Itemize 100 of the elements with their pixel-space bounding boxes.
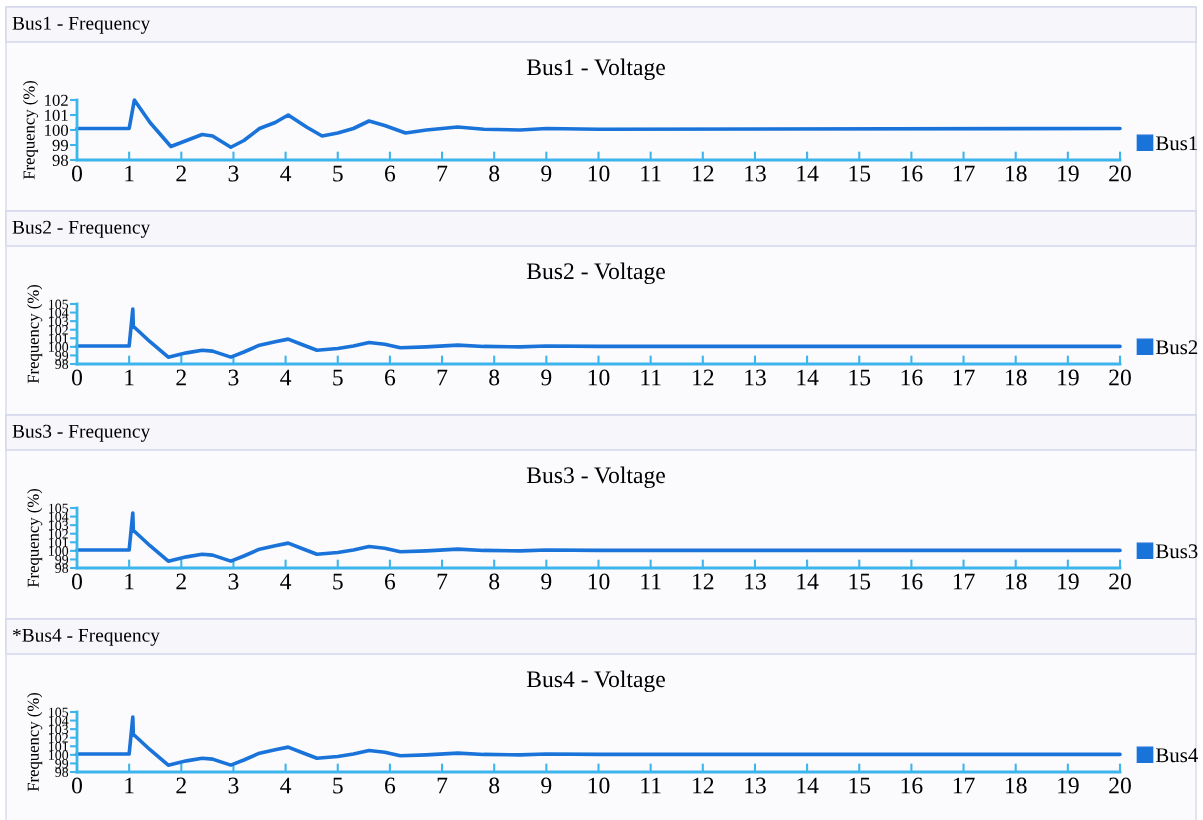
x-tick-label: 15 <box>849 573 871 590</box>
chart-title: Bus4 - Voltage <box>526 670 665 693</box>
x-tick-label: 9 <box>541 369 552 386</box>
y-axis-title: Frequency (%) <box>27 284 43 384</box>
x-tick-label: 4 <box>280 165 292 182</box>
y-tick-label: 100 <box>45 124 69 136</box>
x-tick-label: 12 <box>693 369 714 386</box>
y-axis-title: Frequency (%) <box>22 80 39 180</box>
chart-title: Bus2 - Voltage <box>526 262 665 285</box>
x-tick-label: 20 <box>1109 573 1131 590</box>
x-tick-label: 17 <box>953 369 975 386</box>
x-tick-label: 13 <box>745 777 766 794</box>
x-tick-label: 14 <box>797 573 819 590</box>
x-tick-label: 9 <box>541 777 552 794</box>
x-tick-label: 9 <box>541 573 552 590</box>
x-tick-label: 16 <box>901 369 923 386</box>
line-series <box>75 511 1122 563</box>
x-tick-label: 0 <box>72 573 82 590</box>
x-tick-label: 2 <box>176 777 186 794</box>
line-series <box>75 98 1122 150</box>
x-tick-label: 5 <box>333 369 343 386</box>
y-tick-label: 105 <box>49 299 69 309</box>
y-tick-label: 104 <box>49 308 69 318</box>
x-tick-label: 7 <box>437 369 448 386</box>
y-tick-label: 100 <box>49 546 69 556</box>
x-tick-label: 11 <box>641 165 661 182</box>
line-series <box>75 715 1122 767</box>
y-tick-label: 100 <box>49 750 69 760</box>
x-tick-label: 13 <box>745 165 766 182</box>
x-tick-label: 9 <box>541 165 552 182</box>
x-tick-label: 10 <box>588 165 610 182</box>
x-tick-label: 1 <box>125 165 134 182</box>
y-tick-label: 99 <box>52 139 68 151</box>
x-tick-label: 1 <box>125 369 134 386</box>
x-tick-label: 16 <box>901 777 923 794</box>
x-tick-label: 11 <box>641 369 661 386</box>
y-tick-label: 104 <box>49 716 69 726</box>
x-tick-label: 14 <box>797 165 819 182</box>
text: *Bus4 - Frequency <box>12 628 160 646</box>
legend-label: Bus1 <box>1156 136 1197 151</box>
x-tick-label: 20 <box>1109 369 1131 386</box>
x-tick-label: 16 <box>901 165 923 182</box>
x-tick-label: 4 <box>280 777 292 794</box>
y-tick-label: 98 <box>55 359 69 369</box>
y-tick-label: 105 <box>49 503 69 513</box>
y-tick-label: 103 <box>49 316 69 327</box>
x-tick-label: 3 <box>228 573 239 590</box>
y-tick-label: 101 <box>49 537 68 548</box>
x-tick-label: 12 <box>693 777 714 794</box>
chart-title: Bus3 - Voltage <box>526 466 665 489</box>
text: Bus3 - Frequency <box>12 424 151 442</box>
x-tick-label: 19 <box>1058 573 1079 590</box>
x-tick-label: 4 <box>280 573 292 590</box>
x-tick-label: 11 <box>641 573 661 590</box>
x-tick-label: 1 <box>125 573 134 590</box>
x-tick-label: 5 <box>333 573 343 590</box>
x-tick-label: 0 <box>72 777 82 794</box>
y-tick-label: 101 <box>49 741 68 752</box>
x-tick-label: 20 <box>1109 777 1131 794</box>
x-tick-label: 18 <box>1005 165 1027 182</box>
x-tick-label: 16 <box>901 573 923 590</box>
x-tick-label: 19 <box>1058 777 1079 794</box>
x-tick-label: 5 <box>333 777 343 794</box>
series-label: Bus4 <box>1156 748 1198 763</box>
x-tick-label: 3 <box>228 777 239 794</box>
x-tick-label: 12 <box>693 573 714 590</box>
x-tick-label: 13 <box>745 369 766 386</box>
x-tick-label: 1 <box>125 777 134 794</box>
x-tick-label: 17 <box>953 573 975 590</box>
x-tick-label: 15 <box>849 165 871 182</box>
x-tick-label: 10 <box>588 369 610 386</box>
x-tick-label: 17 <box>953 165 975 182</box>
x-tick-label: 0 <box>72 165 82 182</box>
series-label: Bus2 <box>1156 340 1198 355</box>
y-tick-label: 99 <box>55 759 69 769</box>
x-tick-label: 3 <box>228 165 239 182</box>
x-tick-label: 4 <box>280 369 292 386</box>
x-tick-label: 15 <box>849 369 871 386</box>
x-tick-label: 17 <box>953 777 975 794</box>
y-tick-label: 100 <box>49 342 69 352</box>
x-tick-label: 14 <box>797 369 819 386</box>
y-tick-label: 104 <box>49 512 69 522</box>
line-series <box>75 307 1122 359</box>
y-tick-label: 103 <box>49 520 69 531</box>
y-tick-label: 102 <box>49 733 68 743</box>
x-tick-label: 5 <box>333 165 343 182</box>
x-tick-label: 3 <box>228 369 239 386</box>
x-tick-label: 8 <box>489 165 500 182</box>
x-tick-label: 6 <box>385 777 396 794</box>
y-tick-label: 101 <box>45 109 68 121</box>
x-tick-label: 0 <box>72 369 82 386</box>
x-tick-label: 2 <box>176 165 186 182</box>
x-tick-label: 18 <box>1005 573 1027 590</box>
x-tick-label: 7 <box>437 165 448 182</box>
x-tick-label: 7 <box>437 777 448 794</box>
y-tick-label: 98 <box>55 767 69 777</box>
x-tick-label: 6 <box>385 573 396 590</box>
x-tick-label: 12 <box>693 165 714 182</box>
text: Bus1 - Frequency <box>12 16 151 34</box>
x-tick-label: 8 <box>489 573 500 590</box>
